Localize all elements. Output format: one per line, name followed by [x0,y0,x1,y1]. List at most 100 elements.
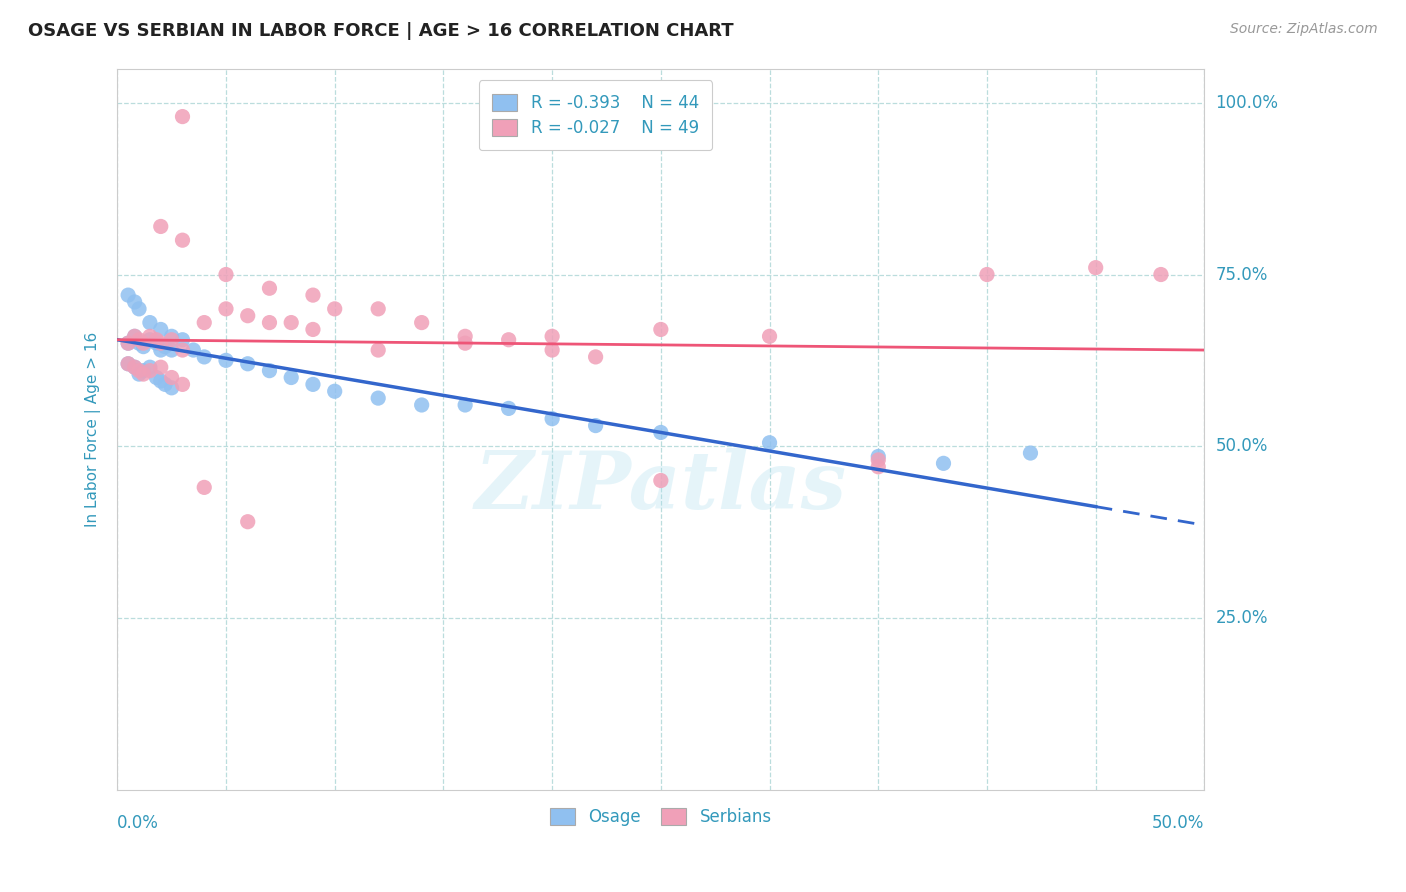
Point [132,364,155,378]
Point [160,333,183,347]
Point [367,391,389,405]
Point [172,110,194,124]
Point [160,329,183,343]
Point [117,288,139,302]
Text: Source: ZipAtlas.com: Source: ZipAtlas.com [1230,22,1378,37]
Point [236,309,259,323]
Point [117,336,139,351]
Point [139,360,162,375]
Point [1150,268,1173,282]
Point [236,357,259,371]
Point [193,316,215,330]
Point [454,336,477,351]
Point [454,329,477,343]
Point [650,425,672,440]
Point [411,316,433,330]
Y-axis label: In Labor Force | Age > 16: In Labor Force | Age > 16 [86,332,101,526]
Point [259,316,281,330]
Point [160,381,183,395]
Point [160,343,183,357]
Point [139,333,162,347]
Text: ZIPatlas: ZIPatlas [475,448,846,525]
Point [149,374,172,388]
Point [149,336,172,351]
Point [124,295,146,310]
Point [160,370,183,384]
Point [411,398,433,412]
Point [145,336,167,351]
Point [367,301,389,316]
Point [117,357,139,371]
Legend: Osage, Serbians: Osage, Serbians [544,802,778,833]
Point [132,367,155,381]
Point [498,401,520,416]
Point [976,268,998,282]
Point [124,360,146,375]
Point [259,281,281,295]
Point [153,377,176,392]
Point [215,268,238,282]
Point [650,322,672,336]
Point [128,333,150,347]
Point [117,336,139,351]
Point [139,329,162,343]
Text: 75.0%: 75.0% [1216,266,1268,284]
Point [183,343,205,357]
Point [132,336,155,351]
Point [124,360,146,375]
Point [128,364,150,378]
Point [259,364,281,378]
Point [236,515,259,529]
Point [117,357,139,371]
Point [1084,260,1107,275]
Point [367,343,389,357]
Point [128,301,150,316]
Point [758,329,780,343]
Point [302,377,325,392]
Point [145,333,167,347]
Point [149,343,172,357]
Point [149,360,172,375]
Point [172,377,194,392]
Point [124,329,146,343]
Point [280,370,302,384]
Point [932,456,955,470]
Text: 0.0%: 0.0% [117,814,159,832]
Point [124,329,146,343]
Point [193,480,215,494]
Point [650,474,672,488]
Text: 50.0%: 50.0% [1152,814,1205,832]
Point [1019,446,1042,460]
Point [541,343,564,357]
Point [139,316,162,330]
Point [139,364,162,378]
Point [323,384,346,399]
Point [454,398,477,412]
Point [758,435,780,450]
Point [215,353,238,368]
Text: 25.0%: 25.0% [1216,609,1268,627]
Point [149,219,172,234]
Point [193,350,215,364]
Point [868,459,890,474]
Text: OSAGE VS SERBIAN IN LABOR FORCE | AGE > 16 CORRELATION CHART: OSAGE VS SERBIAN IN LABOR FORCE | AGE > … [28,22,734,40]
Point [215,301,238,316]
Point [541,411,564,425]
Point [868,453,890,467]
Text: 100.0%: 100.0% [1216,94,1278,112]
Point [153,340,176,354]
Point [128,367,150,381]
Point [541,329,564,343]
Point [172,233,194,247]
Point [585,418,607,433]
Point [323,301,346,316]
Point [172,333,194,347]
Point [585,350,607,364]
Point [128,336,150,351]
Point [302,288,325,302]
Point [172,343,194,357]
Text: 50.0%: 50.0% [1216,437,1268,455]
Point [302,322,325,336]
Point [145,370,167,384]
Point [868,450,890,464]
